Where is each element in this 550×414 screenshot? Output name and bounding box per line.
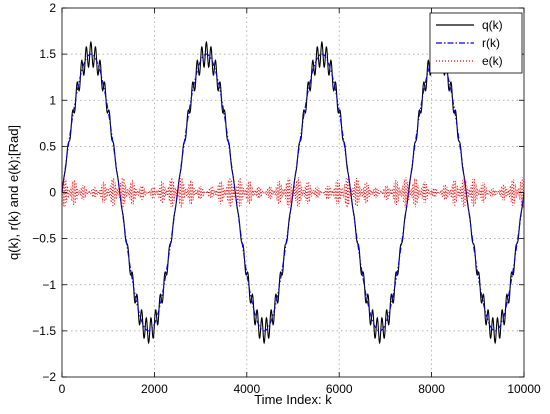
y-tick-label: −2 xyxy=(42,370,56,384)
legend-label-r: r(k) xyxy=(482,36,500,50)
x-tick-label: 2000 xyxy=(141,382,168,396)
series-line-e xyxy=(61,175,525,209)
x-tick-label: 0 xyxy=(59,382,66,396)
x-tick-label: 8000 xyxy=(418,382,445,396)
y-tick-label: 0.5 xyxy=(39,139,56,153)
y-tick-label: 2 xyxy=(49,1,56,15)
series-line-r xyxy=(61,53,525,332)
y-tick-label: 1 xyxy=(49,93,56,107)
y-tick-label: −0.5 xyxy=(32,232,56,246)
legend-label-q: q(k) xyxy=(482,18,503,32)
legend-label-e: e(k) xyxy=(482,54,503,68)
x-tick-label: 4000 xyxy=(233,382,260,396)
y-axis-title: q(k), r(k) and e(k);[Rad] xyxy=(6,125,21,260)
y-tick-label: −1 xyxy=(42,278,56,292)
legend-box xyxy=(429,12,523,74)
axis-ticks xyxy=(61,7,525,378)
legend: q(k) r(k) e(k) xyxy=(429,12,523,74)
y-tick-label: −1.5 xyxy=(32,324,56,338)
x-tick-label: 6000 xyxy=(326,382,353,396)
x-tick-label: 10000 xyxy=(507,382,541,396)
x-axis-title: Time Index: k xyxy=(254,392,332,407)
y-tick-label: 1.5 xyxy=(39,47,56,61)
y-tick-label: 0 xyxy=(49,186,56,200)
tick-labels: 0 2000 4000 6000 8000 10000 −2 −1.5 −1 −0.5 0 0.5 1 1… xyxy=(32,1,541,396)
